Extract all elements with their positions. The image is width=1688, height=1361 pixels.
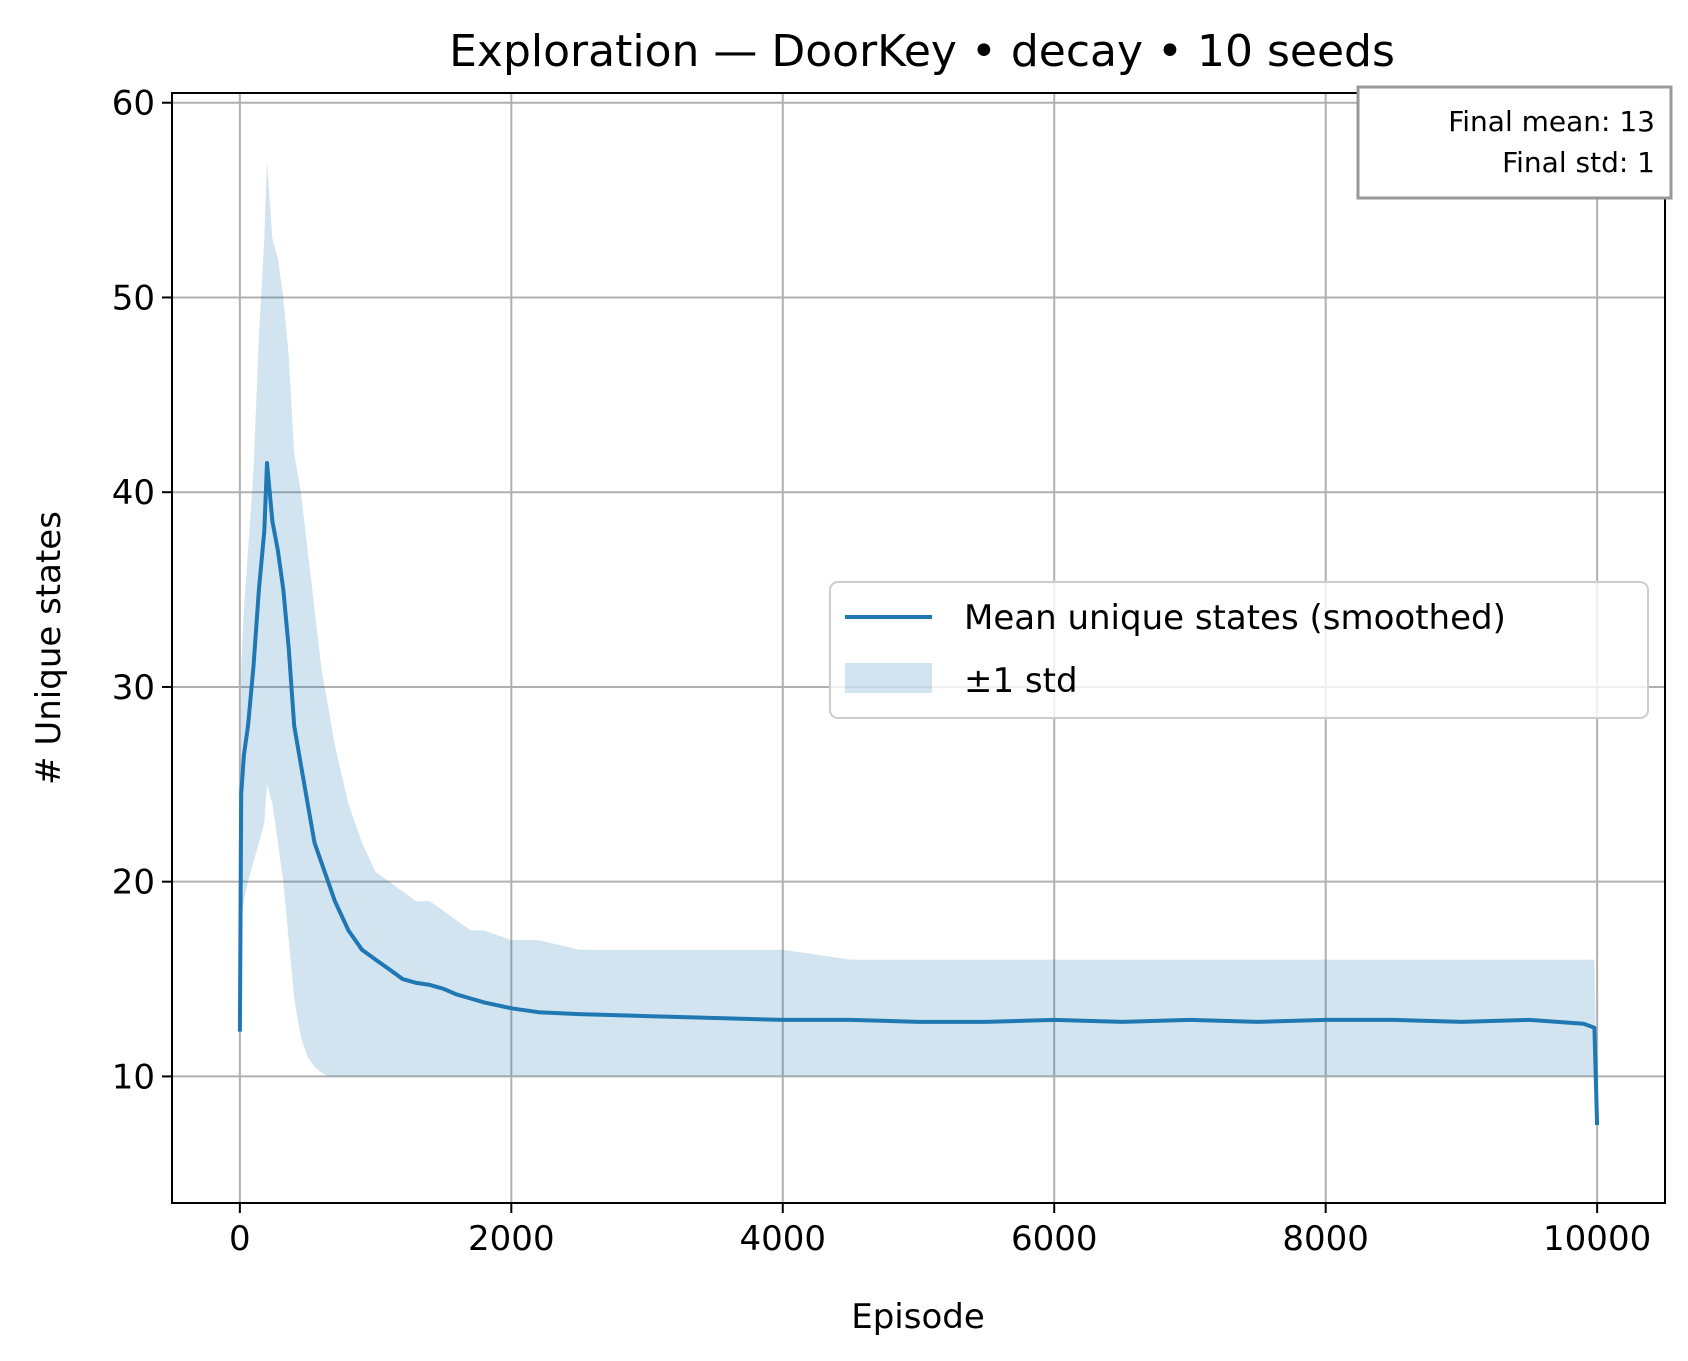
mean-line [237,461,1600,1126]
y-tick-label: 60 [112,84,155,124]
grid-lines [172,93,1665,1203]
annotation-frame [1356,85,1673,200]
std-band [239,161,1598,1126]
y-tick-label: 40 [112,473,155,513]
y-axis-label: # Unique states [29,511,69,785]
y-axis: 10 20 30 40 50 60 [112,84,172,1097]
x-tick-label: 0 [229,1219,251,1259]
annotation-box: Final mean: 13 Final std: 1 [1356,85,1673,200]
x-tick-label: 4000 [740,1219,827,1259]
plot-area [237,161,1600,1126]
legend-label-std: ±1 std [964,661,1078,701]
annotation-final-mean: Final mean: 13 [1448,105,1655,138]
x-tick-label: 10000 [1543,1219,1651,1259]
legend-band-swatch [845,663,932,693]
x-tick-label: 6000 [1011,1219,1098,1259]
x-axis: 0 2000 4000 6000 8000 10000 [229,1203,1651,1259]
chart-title: Exploration — DoorKey • decay • 10 seeds [449,26,1395,77]
legend-label-mean: Mean unique states (smoothed) [964,598,1506,638]
axes-frame [171,92,1666,1204]
legend-frame [829,581,1649,719]
annotation-final-std: Final std: 1 [1502,146,1655,179]
x-tick-label: 2000 [468,1219,555,1259]
x-tick-label: 8000 [1282,1219,1369,1259]
y-tick-label: 30 [112,668,155,708]
y-tick-label: 50 [112,278,155,318]
x-axis-label: Episode [851,1297,985,1337]
y-tick-label: 20 [112,863,155,903]
y-tick-label: 10 [112,1057,155,1097]
legend: Mean unique states (smoothed) ±1 std [829,581,1649,719]
